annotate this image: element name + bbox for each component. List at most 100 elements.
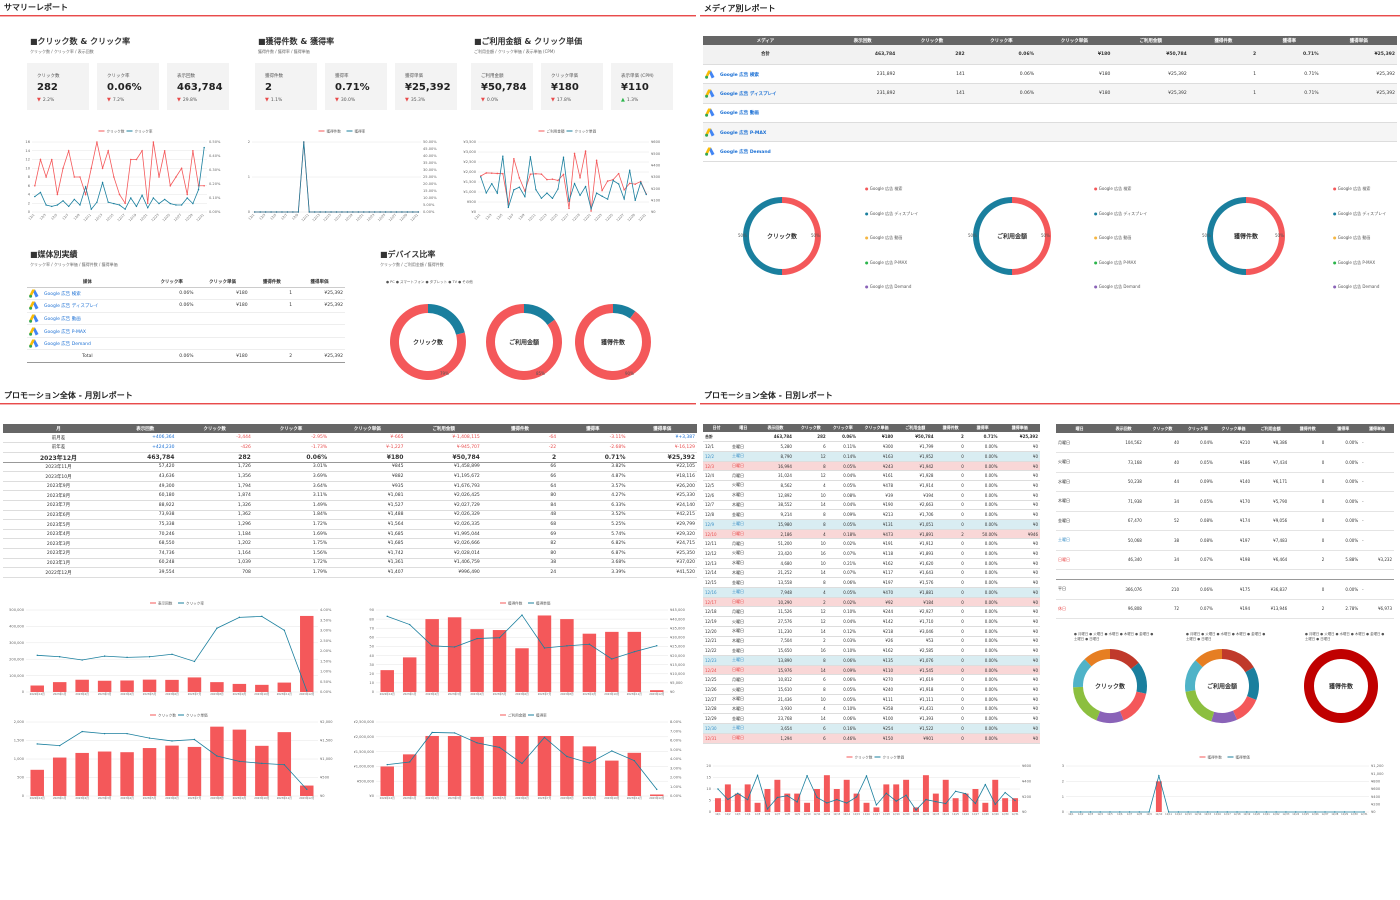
table-cell: 31,024 (756, 470, 794, 482)
legend-label: 獲得件数 (1208, 754, 1223, 759)
table-cell: ¥6,464 (1252, 550, 1290, 570)
table-cell: 12/3 (703, 461, 730, 472)
x-tick-label: 12/23 (150, 213, 159, 222)
legend-label: Google 広告 検索 (1337, 186, 1371, 191)
table-row: 12/13 水曜日 4,680 10 0.21% ¥162 ¥1,620 0 0.00% ¥0 (703, 558, 1040, 569)
table-cell: ¥25,392 (294, 287, 345, 301)
table-cell: 38 (1143, 530, 1182, 551)
media-link[interactable]: Google 広告 動画 (27, 312, 148, 326)
bar (255, 684, 269, 692)
point (529, 156, 532, 158)
media-link[interactable]: Google 広告 検索 (27, 287, 148, 301)
media-link[interactable]: Google 広告 動画 (703, 103, 828, 124)
point (905, 794, 907, 796)
point (611, 750, 613, 752)
point (158, 176, 160, 178)
point (1363, 811, 1365, 813)
x-tick-label: 12/3 (1088, 813, 1094, 816)
media-name[interactable]: Google 広告 動画 (720, 111, 759, 117)
point (623, 188, 625, 191)
table-cell: 2 (935, 529, 966, 540)
table-cell (1258, 103, 1321, 124)
table-cell: ¥-1,408,115 (405, 433, 482, 444)
point (490, 172, 493, 174)
media-link[interactable]: Google 広告 ディスプレイ (703, 83, 828, 104)
point (498, 746, 501, 749)
media-link[interactable]: Google 広告 検索 (703, 64, 828, 85)
table-cell: 2023年5月 (3, 519, 115, 530)
table-cell: ¥7,434 (1252, 452, 1290, 473)
media-link[interactable]: Google 広告 Demand (27, 337, 148, 351)
kpi-card: クリック率 0.06% ▼ 7.2% (97, 63, 159, 110)
table-cell: 0.06% (827, 713, 858, 725)
point (238, 760, 241, 763)
table-cell: 2023年6月 (3, 510, 115, 521)
kpi-delta: ▲ 1.3% (621, 97, 638, 103)
x-tick-label: 12/25 (1302, 813, 1309, 816)
table-cell: ¥300 (857, 441, 896, 452)
x-tick-label: 12/15 (1204, 813, 1211, 816)
y-tick-label: 8 (28, 175, 31, 179)
table-row: 12/26 火曜日 15,610 8 0.05% ¥240 ¥1,918 0 0.00% ¥0 (703, 684, 1040, 695)
media-name[interactable]: Google 広告 検索 (44, 291, 81, 297)
table-cell: ¥0 (999, 723, 1040, 734)
point (573, 152, 576, 155)
media-name[interactable]: Google 広告 Demand (44, 342, 91, 348)
table-cell: 火曜日 (729, 548, 757, 559)
media-link[interactable]: Google 広告 ディスプレイ (27, 299, 148, 313)
point (408, 761, 411, 763)
y-tick-label: ¥2,000 (463, 170, 476, 174)
table-cell: 日曜日 (729, 529, 757, 540)
legend-label: Google 広告 Demand (869, 284, 912, 289)
point (141, 194, 143, 196)
table-cell (249, 312, 295, 326)
point (633, 759, 636, 762)
media-link[interactable]: Google 広告 Demand (703, 141, 828, 162)
point (62, 200, 64, 202)
y-tick-label: ¥1,500 (463, 180, 476, 184)
arrow-down-icon: ▼ (551, 97, 555, 103)
table-cell: 2023年7月 (3, 500, 115, 511)
bar (232, 683, 247, 692)
table-cell: ¥3,232 (1360, 550, 1394, 570)
device-legend: ● PC ● スマートフォン ● タブレット ● TV ● その他 (386, 280, 473, 284)
table-cell: ¥25,392 (1112, 64, 1189, 85)
y2-tick-label: ¥1,000 (1371, 772, 1384, 776)
column-header: 表示回数 (1103, 424, 1144, 433)
bar (744, 784, 751, 812)
media-name[interactable]: Google 広告 ディスプレイ (44, 304, 99, 310)
point (453, 732, 456, 734)
bar (922, 775, 929, 812)
media-link[interactable]: Google 広告 P-MAX (27, 324, 148, 338)
media-name[interactable]: Google 広告 Demand (720, 150, 771, 156)
table-cell: 0.00% (965, 704, 1000, 715)
legend-label: Google 広告 動画 (869, 235, 903, 240)
table-row: 12/27 水曜日 21,436 10 0.05% ¥111 ¥1,111 0 0.00% ¥0 (703, 694, 1040, 705)
table-cell: 282 (793, 432, 828, 443)
media-name[interactable]: Google 広告 ディスプレイ (720, 91, 777, 97)
point (1109, 811, 1111, 813)
point (595, 192, 598, 194)
point (90, 208, 92, 210)
table-row: 12/29 金曜日 23,768 14 0.06% ¥100 ¥1,393 0 0.00% ¥0 (703, 713, 1040, 725)
media-link[interactable]: Google 広告 P-MAX (703, 122, 828, 143)
table-cell: 1,726 (176, 462, 253, 473)
y2-tick-label: ¥300 (651, 175, 661, 179)
table-cell: ¥0 (999, 645, 1040, 657)
point (546, 178, 548, 181)
table-cell: 12/26 (703, 684, 730, 695)
media-name[interactable]: Google 広告 P-MAX (44, 329, 87, 335)
y-tick-label: 90 (369, 608, 374, 612)
kpi-delta: ▼ 1.1% (265, 97, 282, 103)
donut-segment (1073, 659, 1092, 688)
x-tick-label: 12/12 (1175, 813, 1182, 816)
y2-tick-label: 2.50% (320, 639, 332, 643)
table-cell: 0.06% (966, 64, 1037, 85)
media-name[interactable]: Google 広告 P-MAX (720, 130, 767, 136)
table-row: Google 広告 ディスプレイ 231,892 141 0.06% ¥180 ¥25,3… (703, 83, 1397, 104)
point (498, 636, 501, 639)
media-name[interactable]: Google 広告 動画 (44, 316, 81, 322)
y-tick-label: 30 (369, 663, 374, 667)
table-cell: 0 (1289, 491, 1327, 512)
media-name[interactable]: Google 広告 検索 (720, 72, 759, 78)
